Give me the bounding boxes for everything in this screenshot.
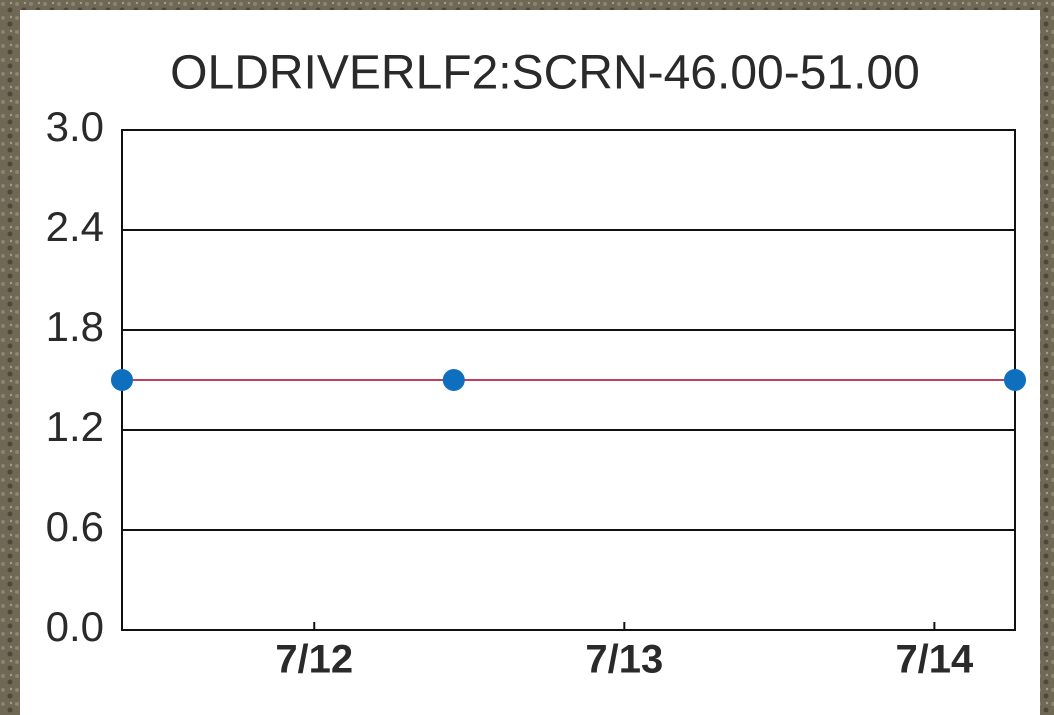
y-tick-label: 3.0 [46, 103, 104, 150]
x-tick-label: 7/12 [275, 638, 353, 682]
y-tick-label: 2.4 [46, 203, 104, 250]
x-tick-label: 7/14 [895, 638, 974, 682]
data-point [1004, 369, 1026, 391]
chart: OLDRIVERLF2:SCRN-46.00-51.00 0.0 0.6 1.2 1.… [0, 0, 1054, 715]
y-tick-label: 0.0 [46, 603, 104, 650]
data-point [443, 369, 465, 391]
y-tick-label: 1.2 [46, 403, 104, 450]
panel [20, 10, 1040, 715]
y-tick-label: 0.6 [46, 503, 104, 550]
chart-title: OLDRIVERLF2:SCRN-46.00-51.00 [170, 47, 920, 100]
data-point [111, 369, 133, 391]
y-tick-label: 1.8 [46, 303, 104, 350]
x-tick-label: 7/13 [585, 638, 663, 682]
